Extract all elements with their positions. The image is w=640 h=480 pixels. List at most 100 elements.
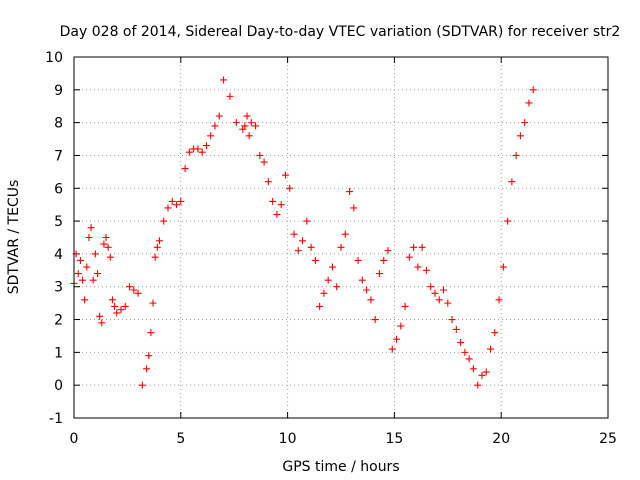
data-point (393, 335, 401, 343)
data-point (294, 247, 302, 255)
data-point (164, 204, 172, 212)
data-point (422, 266, 430, 274)
data-point (337, 243, 345, 251)
x-tick-label: 0 (70, 431, 79, 447)
data-point (106, 253, 114, 261)
y-tick-label: 4 (54, 247, 63, 263)
x-tick-label: 20 (492, 431, 510, 447)
data-point (341, 230, 349, 238)
data-point (177, 197, 185, 205)
data-point (83, 263, 91, 271)
data-point (81, 296, 89, 304)
data-point (418, 243, 426, 251)
data-point (397, 322, 405, 330)
data-point (252, 122, 260, 130)
y-tick-labels: -1 0 1 2 3 4 5 6 7 8 9 10 (45, 50, 63, 427)
data-point (521, 119, 529, 127)
data-point (130, 286, 138, 294)
data-point (380, 256, 388, 264)
data-point (100, 240, 108, 248)
data-point (241, 122, 249, 130)
data-point (367, 296, 375, 304)
data-point (358, 276, 366, 284)
data-point (98, 319, 106, 327)
y-tick-label: 0 (54, 378, 63, 394)
data-point (444, 299, 452, 307)
data-point (91, 250, 99, 258)
data-point (220, 76, 228, 84)
data-point (121, 302, 129, 310)
data-point (155, 237, 163, 245)
data-point (215, 112, 223, 120)
y-tick-label: 5 (54, 214, 63, 230)
data-point (89, 276, 97, 284)
grid (74, 57, 608, 418)
data-point (134, 289, 142, 297)
data-point (194, 145, 202, 153)
data-point (363, 286, 371, 294)
data-point (153, 243, 161, 251)
data-point (333, 283, 341, 291)
data-point (202, 142, 210, 150)
y-tick-label: 9 (54, 83, 63, 99)
x-tick-label: 10 (279, 431, 297, 447)
data-point (79, 276, 87, 284)
data-point (273, 211, 281, 219)
data-point (207, 132, 215, 140)
data-point (371, 316, 379, 324)
data-point (461, 348, 469, 356)
data-point (452, 325, 460, 333)
data-point (529, 86, 537, 94)
data-point (260, 158, 268, 166)
x-axis-title: GPS time / hours (282, 459, 399, 475)
data-point (350, 204, 358, 212)
data-point (384, 247, 392, 255)
data-point (435, 296, 443, 304)
data-point (143, 365, 151, 373)
y-tick-label: 6 (54, 181, 63, 197)
chart-title: Day 028 of 2014, Sidereal Day-to-day VTE… (60, 24, 621, 40)
data-point (198, 148, 206, 156)
data-point (457, 339, 465, 347)
y-tick-label: 8 (54, 116, 63, 132)
data-point (173, 201, 181, 209)
data-point (185, 148, 193, 156)
data-point (504, 217, 512, 225)
data-point (138, 381, 146, 389)
data-point (104, 243, 112, 251)
data-point (303, 217, 311, 225)
data-point (243, 112, 251, 120)
plot-frame (73, 56, 609, 419)
data-point (226, 92, 234, 100)
data-point (85, 234, 93, 241)
data-point (440, 286, 448, 294)
x-tick-label: 15 (385, 431, 403, 447)
data-point (87, 224, 95, 232)
data-point (149, 299, 157, 307)
data-point (320, 289, 328, 297)
data-point (401, 302, 409, 310)
data-point (328, 263, 336, 271)
data-points (70, 76, 537, 389)
data-point (147, 329, 155, 337)
data-point (388, 345, 396, 353)
data-point (482, 368, 490, 376)
data-point (247, 119, 255, 127)
data-point (108, 296, 116, 304)
data-point (74, 270, 82, 278)
data-point (211, 122, 219, 130)
data-point (277, 201, 285, 209)
data-point (465, 355, 473, 363)
data-point (286, 184, 294, 192)
data-point (232, 119, 240, 127)
data-point (299, 237, 307, 245)
y-tick-label: 7 (54, 148, 63, 164)
data-point (160, 217, 168, 225)
data-point (478, 371, 486, 379)
data-point (111, 302, 119, 310)
data-point (126, 283, 134, 291)
data-point (307, 243, 315, 251)
x-tick-label: 5 (176, 431, 185, 447)
data-point (117, 306, 125, 314)
data-point (113, 309, 121, 317)
